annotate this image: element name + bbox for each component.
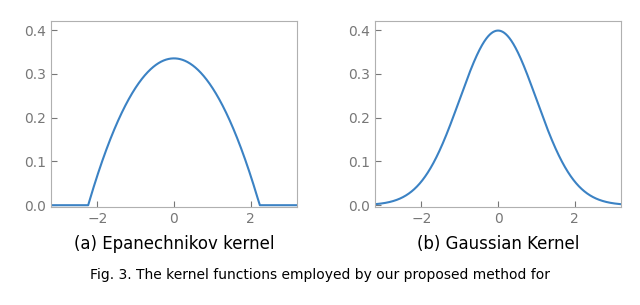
X-axis label: (a) Epanechnikov kernel: (a) Epanechnikov kernel <box>74 235 274 253</box>
Text: Fig. 3. The kernel functions employed by our proposed method for: Fig. 3. The kernel functions employed by… <box>90 267 550 282</box>
X-axis label: (b) Gaussian Kernel: (b) Gaussian Kernel <box>417 235 579 253</box>
